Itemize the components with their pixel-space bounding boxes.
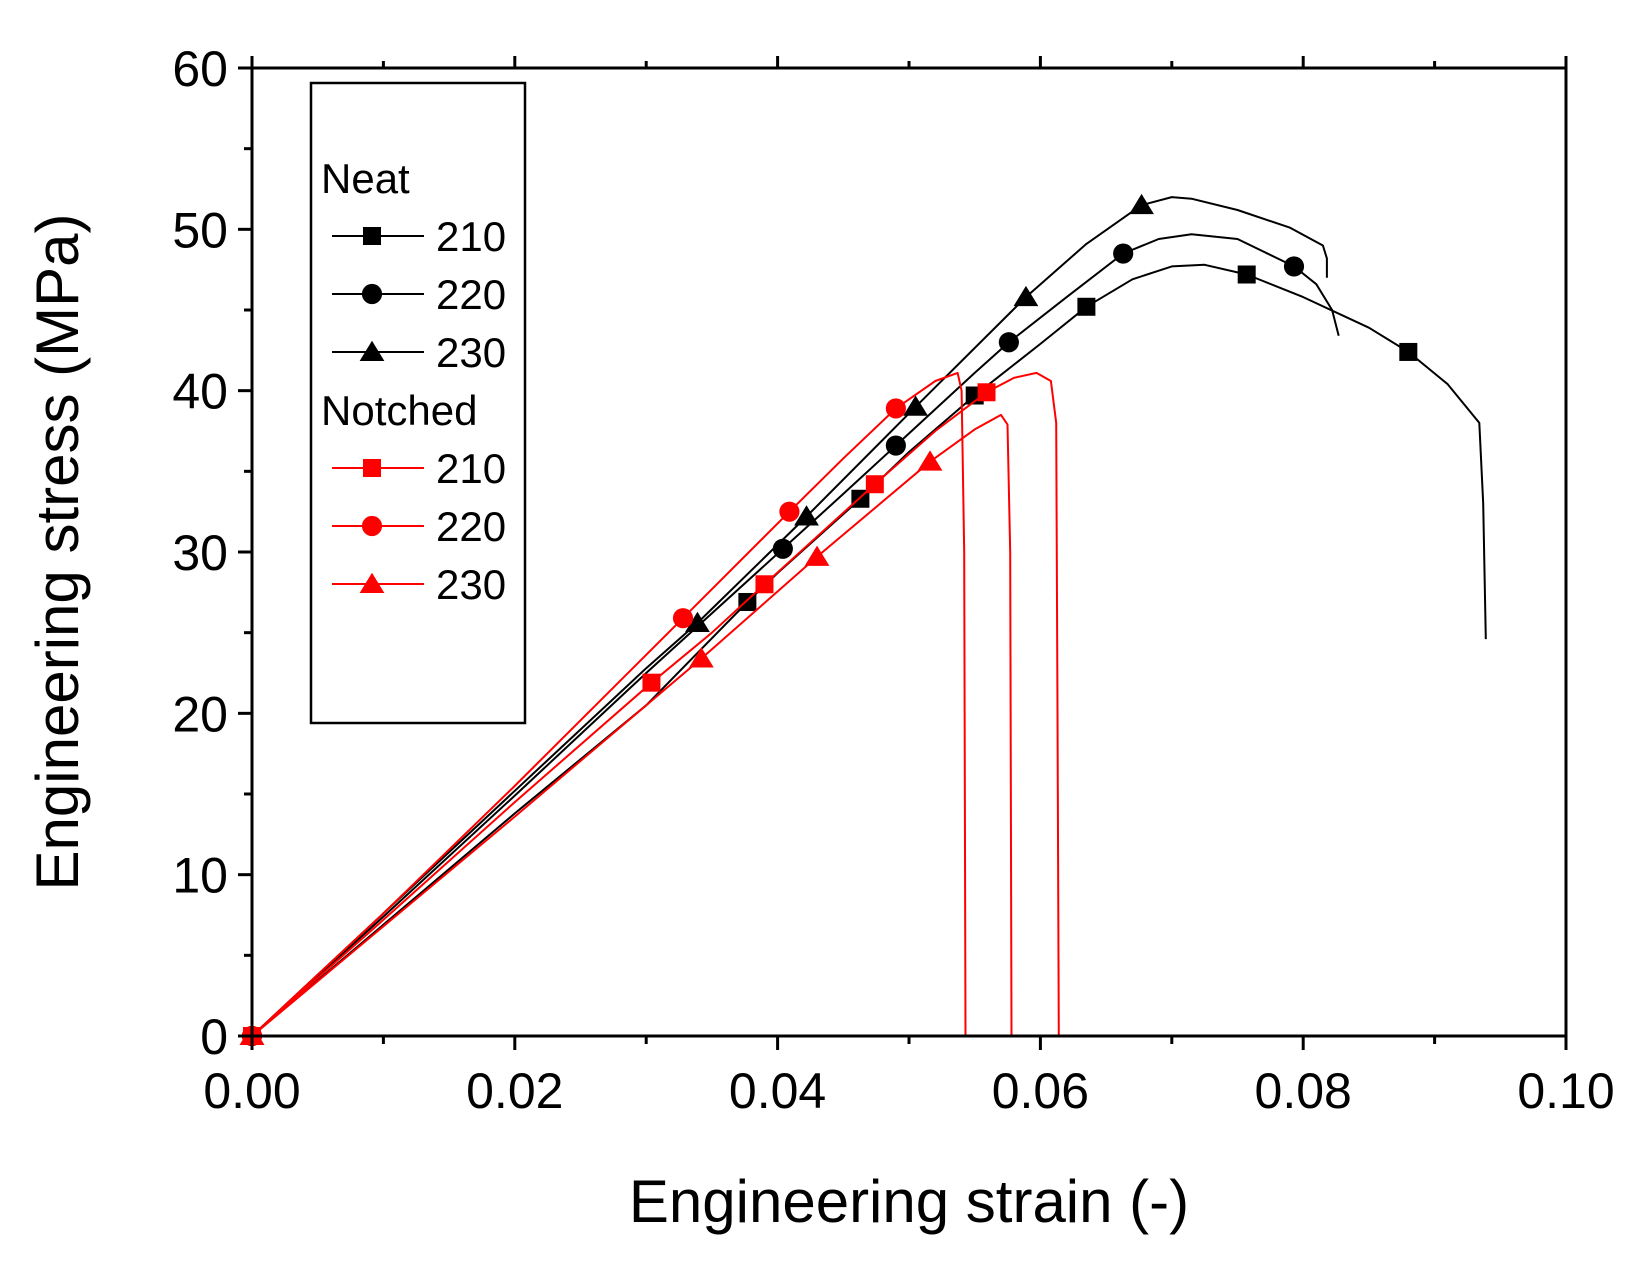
- series-line-neat-210: [251, 263, 1487, 1037]
- data-point-neat-230: [685, 611, 710, 632]
- data-point-notched-210: [977, 383, 996, 402]
- data-point-neat-220: [1283, 256, 1305, 277]
- x-tick-label: 0.08: [1255, 1063, 1352, 1119]
- x-axis-title: Engineering strain (-): [629, 1168, 1189, 1235]
- data-point-neat-210: [738, 593, 757, 612]
- legend-entry-label: 220: [436, 503, 506, 550]
- data-point-neat-220: [885, 435, 906, 456]
- data-point-neat-210: [1399, 342, 1418, 361]
- y-axis-title: Engineering stress (MPa): [24, 214, 91, 891]
- data-point-neat-210: [1077, 297, 1096, 316]
- data-point-notched-230: [804, 545, 830, 566]
- y-tick-label: 40: [172, 364, 228, 420]
- legend-group-title: Notched: [321, 387, 477, 434]
- data-point-notched-220: [885, 398, 906, 419]
- legend-marker: [363, 459, 381, 477]
- legend: Neat 210 220 230 Notched 210 220 230: [309, 81, 527, 725]
- data-point-neat-230: [794, 505, 819, 526]
- y-tick-label: 60: [172, 41, 228, 97]
- y-tick-label: 10: [172, 848, 228, 904]
- legend-marker: [359, 572, 385, 593]
- legend-marker: [361, 283, 383, 305]
- data-point-neat-220: [1113, 243, 1134, 264]
- series-line-notched-220: [251, 371, 967, 1037]
- data-point-notched-210: [642, 673, 661, 692]
- data-point-notched-230: [689, 647, 714, 668]
- y-tick-label: 0: [200, 1009, 228, 1065]
- data-point-neat-230: [1129, 193, 1154, 215]
- x-tick-label: 0.04: [729, 1063, 826, 1119]
- series-line-notched-210: [251, 371, 1060, 1037]
- legend-entry-label: 230: [436, 561, 506, 608]
- x-tick-label: 0.02: [466, 1063, 563, 1119]
- y-tick-label: 20: [172, 686, 228, 742]
- data-point-neat-230: [903, 395, 928, 416]
- legend-entry-label: 210: [436, 213, 506, 260]
- x-tick-label: 0.10: [1517, 1063, 1614, 1119]
- legend-entry-label: 210: [436, 445, 506, 492]
- legend-group-title: Neat: [321, 155, 410, 202]
- data-point-neat-220: [998, 332, 1019, 353]
- ticks-layer: 0.00 0.02 0.04 0.06 0.08 0.10 0 10 20 30 40 50 60: [172, 41, 1614, 1119]
- data-point-neat-220: [772, 538, 793, 559]
- legend-entry-label: 220: [436, 271, 506, 318]
- data-point-notched-230: [917, 450, 943, 471]
- data-point-notched-210: [865, 475, 884, 494]
- y-tick-label: 30: [172, 525, 228, 581]
- legend-marker: [361, 515, 383, 537]
- series-neat-230: [239, 193, 1328, 1045]
- x-tick-label: 0.00: [203, 1063, 300, 1119]
- data-point-notched-210: [755, 575, 774, 594]
- data-point-notched-220: [779, 501, 800, 522]
- series-notched-230: [239, 413, 1013, 1045]
- legend-marker: [363, 227, 381, 245]
- data-point-neat-210: [1237, 265, 1256, 284]
- legend-marker: [359, 340, 385, 361]
- data-point-neat-230: [1013, 285, 1039, 307]
- data-point-notched-220: [672, 608, 694, 629]
- y-tick-label: 50: [172, 202, 228, 258]
- series-line-neat-230: [251, 196, 1328, 1037]
- legend-entry-label: 230: [436, 329, 506, 376]
- series-layer: [239, 193, 1487, 1047]
- legend-box: [309, 81, 527, 725]
- x-tick-label: 0.06: [992, 1063, 1089, 1119]
